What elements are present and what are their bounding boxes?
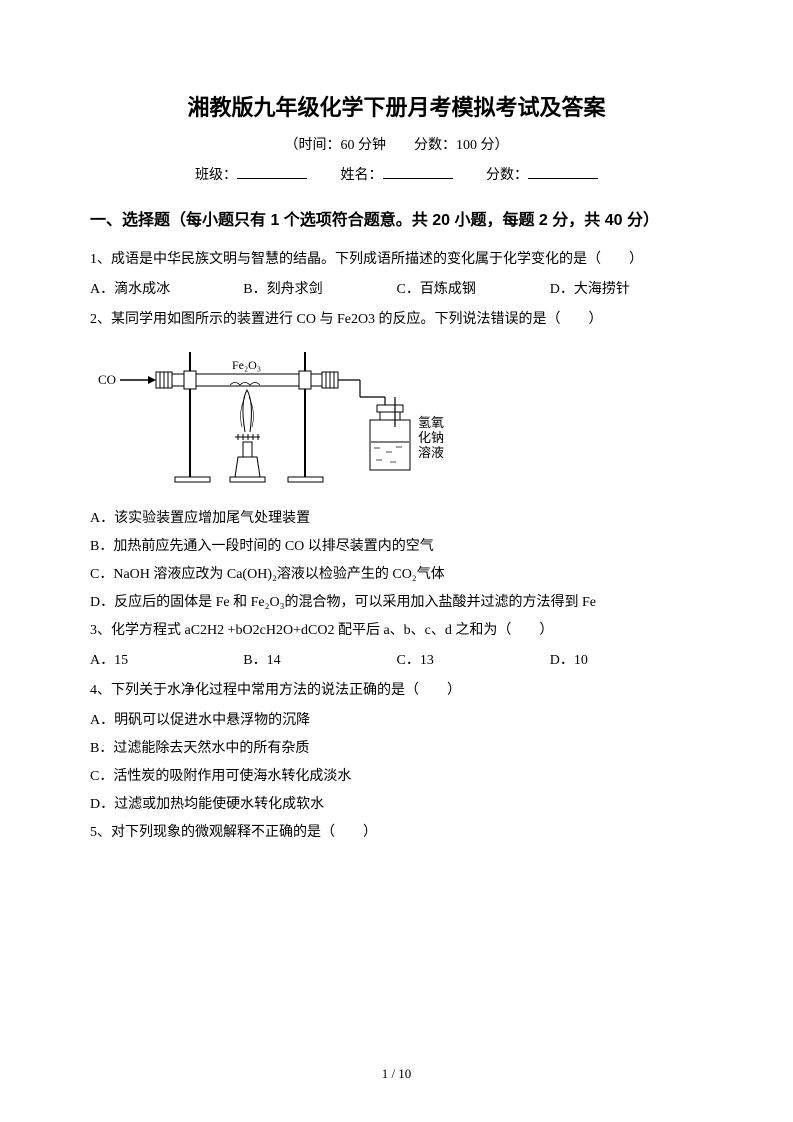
q1-options: A．滴水成冰 B．刻舟求剑 C．百炼成钢 D．大海捞针 (90, 276, 703, 304)
q3-stem: 3、化学方程式 aC2H2 +bO2cH2O+dCO2 配平后 a、b、c、d … (90, 617, 703, 645)
q2-opt-d: D．反应后的固体是 Fe 和 Fe₂O₃的混合物，可以采用加入盐酸并过滤的方法得… (90, 589, 703, 617)
page-number: 1 / 10 (0, 1066, 793, 1082)
q3-options: A．15 B．14 C．13 D．10 (90, 647, 703, 675)
q3-opt-b: B．14 (243, 647, 396, 675)
class-label: 班级： (195, 164, 237, 184)
q2-opt-c: C．NaOH 溶液应改为 Ca(OH)₂溶液以检验产生的 CO₂气体 (90, 561, 703, 589)
q4-opt-a: A．明矾可以促进水中悬浮物的沉降 (90, 707, 703, 735)
naoh-label-1: 氢氧 (418, 415, 444, 430)
naoh-label-2: 化钠 (418, 430, 444, 445)
q1-opt-c: C．百炼成钢 (397, 276, 550, 304)
q2-opt-a: A．该实验装置应增加尾气处理装置 (90, 505, 703, 533)
q2-diagram: CO Fe₂O₃ (90, 342, 703, 497)
q1-opt-d: D．大海捞针 (550, 276, 703, 304)
class-blank[interactable] (237, 178, 307, 179)
q3-opt-d: D．10 (550, 647, 703, 675)
name-label: 姓名： (341, 164, 383, 184)
page-title: 湘教版九年级化学下册月考模拟考试及答案 (90, 90, 703, 122)
q3-opt-c: C．13 (397, 647, 550, 675)
score-blank[interactable] (528, 178, 598, 179)
q4-opt-c: C．活性炭的吸附作用可使海水转化成淡水 (90, 763, 703, 791)
section-1-heading: 一、选择题（每小题只有 1 个选项符合题意。共 20 小题，每题 2 分，共 4… (90, 202, 703, 240)
q2-opt-b: B．加热前应先通入一段时间的 CO 以排尽装置内的空气 (90, 533, 703, 561)
apparatus-svg: CO Fe₂O₃ (90, 342, 460, 497)
q4-opt-b: B．过滤能除去天然水中的所有杂质 (90, 735, 703, 763)
q4-stem: 4、下列关于水净化过程中常用方法的说法正确的是（ ） (90, 677, 703, 705)
q1-stem: 1、成语是中华民族文明与智慧的结晶。下列成语所描述的变化属于化学变化的是（ ） (90, 246, 703, 274)
q1-opt-b: B．刻舟求剑 (243, 276, 396, 304)
name-blank[interactable] (383, 178, 453, 179)
q2-stem: 2、某同学用如图所示的装置进行 CO 与 Fe2O3 的反应。下列说法错误的是（… (90, 306, 703, 334)
info-line: 班级： 姓名： 分数： (90, 164, 703, 184)
fe2o3-label: Fe₂O₃ (232, 358, 261, 372)
q4-opt-d: D．过滤或加热均能使硬水转化成软水 (90, 791, 703, 819)
q1-opt-a: A．滴水成冰 (90, 276, 243, 304)
q5-stem: 5、对下列现象的微观解释不正确的是（ ） (90, 819, 703, 847)
naoh-label-3: 溶液 (418, 445, 444, 460)
subtitle: （时间：60 分钟 分数：100 分） (90, 134, 703, 154)
q3-opt-a: A．15 (90, 647, 243, 675)
co-label: CO (98, 372, 116, 387)
score-label: 分数： (486, 164, 528, 184)
